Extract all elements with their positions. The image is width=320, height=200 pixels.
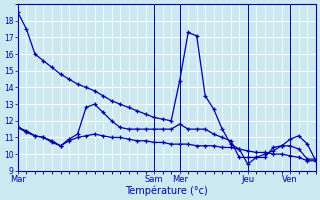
X-axis label: Température (°c): Température (°c): [125, 185, 208, 196]
